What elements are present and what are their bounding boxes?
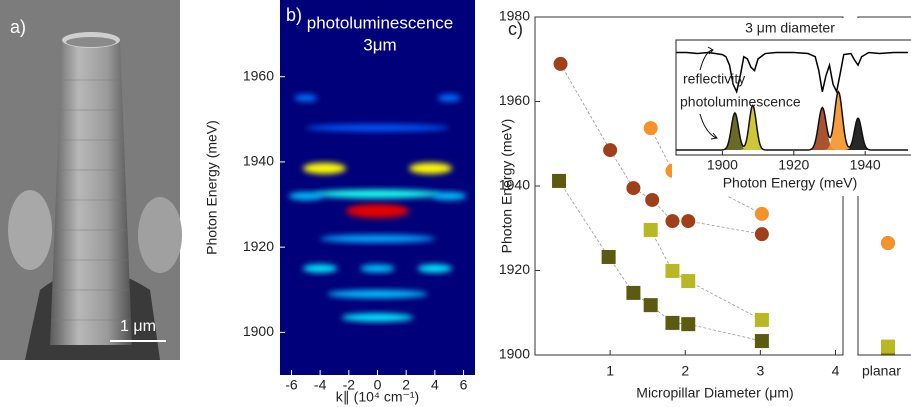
pl-spot xyxy=(320,234,435,243)
panel-label: c) xyxy=(508,19,523,39)
data-point xyxy=(681,317,696,332)
x-tick-label: 1 xyxy=(606,363,614,379)
arrow xyxy=(699,113,718,140)
x-tick-label: 4 xyxy=(832,363,840,379)
reflectivity-curve xyxy=(676,51,908,95)
data-point xyxy=(645,192,660,207)
data-point xyxy=(601,249,616,264)
y-tick-label: 1900 xyxy=(243,323,274,339)
data-point xyxy=(754,312,769,327)
data-point xyxy=(681,274,696,289)
annotation: photoluminescence xyxy=(307,13,453,32)
heatmap-background xyxy=(280,0,475,375)
x-tick-label: -6 xyxy=(285,377,298,393)
panel-label: a) xyxy=(10,17,26,37)
x-axis-label: Photon Energy (meV) xyxy=(723,175,858,191)
x-tick-label: 1920 xyxy=(778,157,809,173)
pl-spot xyxy=(431,192,467,201)
panel-label: b) xyxy=(286,5,302,25)
y-axis-label: Photon Energy (meV) xyxy=(204,120,220,255)
data-point xyxy=(643,121,658,136)
scale-bar-label: 1 μm xyxy=(120,318,156,335)
pl-spot xyxy=(327,290,428,299)
x-tick-label: -2 xyxy=(343,377,356,393)
pl-spot xyxy=(288,192,324,201)
pl-spot xyxy=(312,189,443,199)
y-tick-label: 1980 xyxy=(499,8,530,24)
data-point xyxy=(643,222,658,237)
data-point xyxy=(681,214,696,229)
y-tick-label: 1920 xyxy=(499,261,530,277)
x-axis-label: Micropillar Diameter (μm) xyxy=(636,385,793,401)
data-point xyxy=(665,315,680,330)
data-point xyxy=(552,173,567,188)
fit-line xyxy=(650,229,763,321)
panel-c: c) 1900 1920 1940 1960 1980 1 2 3 4 planar Micropil… xyxy=(499,8,911,401)
series-label: photoluminescence xyxy=(680,94,801,110)
x-tick-label: 2 xyxy=(681,363,689,379)
inset-background xyxy=(672,18,911,196)
data-point xyxy=(754,334,769,349)
x-tick-label: 4 xyxy=(431,377,439,393)
pl-spot xyxy=(417,264,453,273)
y-axis-label: Photon Energy (meV) xyxy=(499,119,515,254)
pl-spot xyxy=(409,162,453,174)
y-tick-label: 1960 xyxy=(499,92,530,108)
pl-curve xyxy=(676,90,908,151)
pl-spot xyxy=(305,124,450,132)
data-point xyxy=(643,298,658,313)
inset: 3 μm diameter 1900 1920 1940 Photon Energy (… xyxy=(672,18,911,196)
pl-spot xyxy=(345,203,410,218)
data-point xyxy=(665,214,680,229)
data-point xyxy=(754,227,769,242)
pl-peak xyxy=(806,107,839,150)
panel-b: b) photoluminescence 3μm 1900 1920 1940 1960 -6… xyxy=(204,0,475,405)
pl-spot xyxy=(302,162,346,174)
x-tick-label: 2 xyxy=(402,377,410,393)
arrow xyxy=(699,46,714,71)
data-point xyxy=(665,263,680,278)
data-point xyxy=(626,181,641,196)
x-tick-label: 3 xyxy=(756,363,764,379)
pl-peak xyxy=(738,105,768,150)
x-tick-label: 1940 xyxy=(850,157,881,173)
pl-peak xyxy=(720,112,750,150)
x-category-label: planar xyxy=(862,363,901,379)
annotation: 3μm xyxy=(363,35,396,54)
data-point xyxy=(881,236,895,251)
y-tick-label: 1960 xyxy=(243,67,274,83)
pl-spot xyxy=(360,264,395,273)
x-tick-label: 1900 xyxy=(707,157,738,173)
data-point xyxy=(754,206,769,221)
pl-peak xyxy=(822,91,855,150)
data-point xyxy=(881,339,895,354)
y-tick-label: 1940 xyxy=(499,177,530,193)
pl-peak xyxy=(843,118,873,150)
data-point xyxy=(626,285,641,300)
fit-line xyxy=(558,180,762,342)
pl-spot xyxy=(341,313,414,322)
y-tick-label: 1940 xyxy=(243,153,274,169)
x-axis-label: k∥ (10⁴ cm⁻¹) xyxy=(336,389,419,405)
y-tick-label: 1900 xyxy=(499,346,530,362)
x-tick-label: 0 xyxy=(374,377,382,393)
inset-title: 3 μm diameter xyxy=(745,20,835,36)
pl-spot xyxy=(437,94,461,102)
x-tick-label: -4 xyxy=(314,377,327,393)
x-tick-label: 6 xyxy=(460,377,468,393)
y-tick-label: 1920 xyxy=(243,238,274,254)
sem-image xyxy=(0,0,182,360)
pl-spot xyxy=(302,264,338,273)
data-point xyxy=(603,143,618,158)
series-label: reflectivity xyxy=(683,71,745,87)
pl-spot xyxy=(294,94,318,102)
data-point xyxy=(553,56,568,71)
